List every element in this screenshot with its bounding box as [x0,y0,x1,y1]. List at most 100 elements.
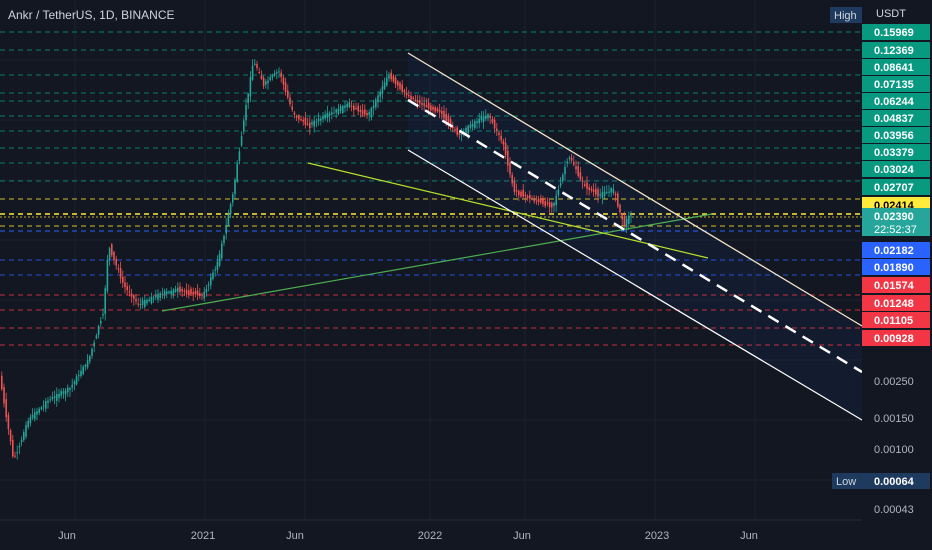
candle-body [40,407,43,410]
candle-body [408,95,410,97]
candle-body [1,375,3,390]
candle-body [212,272,214,280]
candle-body [630,215,632,217]
candle-body [196,290,199,296]
candle-body [27,420,29,428]
candle-body [243,120,245,131]
candle-body [368,112,370,115]
low-badge-bg [832,473,862,489]
candle-body [236,164,238,182]
candle-body [390,72,392,80]
candle-body [69,388,71,390]
price-level-pill [862,161,930,177]
y-tick-label: 0.00043 [874,504,914,516]
candle-body [282,77,285,85]
candle-body [53,396,56,398]
candle-body [416,100,419,103]
candle-body [476,121,478,123]
candle-body [234,179,236,195]
price-level-value: 0.03379 [874,147,914,159]
candle-body [366,113,368,116]
candle-body [480,116,483,121]
candle-body [522,189,524,197]
x-tick-label: Jun [740,530,758,542]
candle-body [364,109,366,115]
candle-body [172,289,175,296]
candle-body [423,103,425,106]
candle-body [344,105,346,108]
candle-body [381,86,384,94]
candle-body [504,142,507,155]
candle-body [546,202,549,204]
x-tick-label: Jun [58,530,76,542]
candle-body [157,293,159,300]
candle-body [588,187,590,190]
candle-body [478,118,480,124]
trendline-support [161,213,713,312]
candle-body [612,188,615,193]
candle-body [562,174,564,181]
candle-body [443,110,445,119]
candle-body [265,81,267,85]
candle-body [401,84,403,92]
candle-body [144,299,146,307]
candle-body [412,97,414,99]
candle-body [128,291,131,293]
candle-body [410,95,412,100]
candle-body [3,387,5,404]
candle-body [168,291,170,294]
candle-body [570,157,573,161]
candle-body [449,119,452,127]
candle-body [150,296,153,304]
candle-body [434,107,436,112]
candle-body [106,259,109,291]
candle-body [320,118,322,121]
candle-body [507,150,509,166]
candle-body [348,102,351,108]
candle-body [267,80,269,84]
candle-body [564,166,566,175]
candle-body [269,77,271,81]
candle-body [610,188,612,193]
candle-body [405,93,408,96]
y-tick-label: 0.00150 [874,413,914,425]
candle-body [590,188,593,191]
candle-body [337,108,340,115]
candle-body [278,71,280,73]
price-level-value: 0.03024 [874,164,915,176]
candle-body [14,455,16,457]
candle-body [515,190,518,192]
candle-body [386,77,388,86]
candle-body [7,414,10,430]
candle-body [487,114,489,119]
candle-body [465,127,467,135]
candle-body [117,268,120,270]
candle-body [377,95,379,103]
candle-body [414,99,417,101]
candle-body [100,320,102,324]
candle-body [628,215,630,224]
price-level-pill [862,110,930,126]
price-level-pill [862,330,930,346]
candle-body [436,108,439,112]
candle-body [518,190,520,195]
candle-body [625,218,628,228]
candle-body [232,194,234,203]
candle-body [592,189,595,192]
price-level-pill [862,242,930,258]
candle-body [122,276,124,283]
candle-body [355,108,357,110]
trendline-lime [307,162,709,259]
candle-body [542,198,544,205]
candle-body [315,121,318,123]
candle-body [353,105,355,111]
candle-body [540,199,542,203]
candle-body [485,115,487,119]
price-level-value: 0.15969 [874,27,914,39]
candle-body [67,387,69,393]
candle-body [535,200,538,202]
price-level-value: 0.01574 [874,280,915,292]
candle-body [399,82,401,89]
candle-body [78,375,80,377]
